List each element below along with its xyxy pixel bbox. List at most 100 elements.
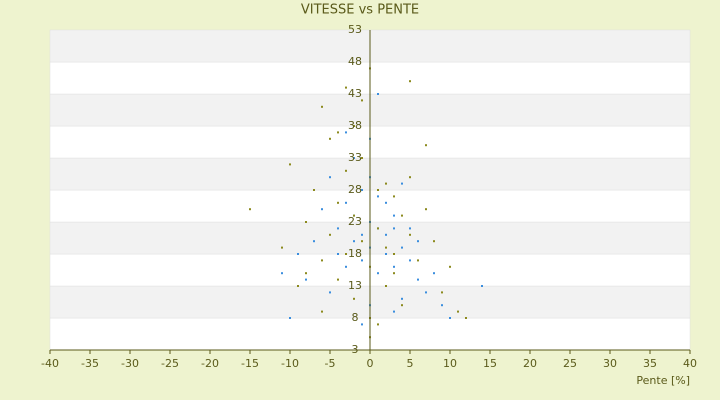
point [449, 317, 451, 319]
point [281, 272, 283, 275]
y-tick-label: 48 [348, 55, 362, 68]
point [401, 304, 403, 307]
point [289, 163, 291, 166]
point [385, 233, 387, 236]
point [281, 246, 283, 249]
point [385, 285, 387, 287]
point [305, 278, 307, 281]
point [297, 285, 299, 287]
point [433, 272, 435, 275]
x-tick-label: -20 [201, 357, 219, 370]
point [345, 253, 347, 255]
x-tick-label: 40 [683, 357, 697, 370]
point [337, 201, 339, 204]
point [361, 259, 363, 262]
point [385, 182, 387, 185]
point [329, 176, 331, 179]
point [409, 176, 411, 179]
y-tick-label: 8 [352, 311, 359, 324]
point [345, 201, 347, 204]
y-tick-label: 13 [348, 279, 362, 292]
x-tick-label: 20 [523, 357, 537, 370]
y-tick-label: 53 [348, 23, 362, 36]
point [329, 291, 331, 294]
point [377, 189, 379, 191]
point [289, 317, 291, 319]
point [457, 310, 459, 313]
point [385, 201, 387, 204]
point [321, 259, 323, 262]
point [329, 233, 331, 236]
x-tick-label: 5 [407, 357, 414, 370]
point [361, 189, 363, 191]
point [409, 259, 411, 262]
point [393, 310, 395, 313]
x-tick-label: -5 [325, 357, 336, 370]
x-axis-title: Pente [%] [636, 374, 690, 387]
point [385, 246, 387, 249]
point [361, 233, 363, 236]
point [345, 86, 347, 89]
x-tick-label: -15 [241, 357, 259, 370]
x-tick-label: -25 [161, 357, 179, 370]
x-tick-label: -10 [281, 357, 299, 370]
point [425, 291, 427, 294]
point [401, 214, 403, 217]
point [353, 157, 355, 159]
point [337, 278, 339, 281]
point [441, 291, 443, 294]
point [393, 265, 395, 268]
point [481, 285, 483, 287]
point [305, 272, 307, 275]
point [441, 304, 443, 307]
point [345, 169, 347, 172]
point [377, 272, 379, 275]
y-tick-label: 23 [348, 215, 362, 228]
point [417, 240, 419, 243]
y-tick-label: 38 [348, 119, 362, 132]
point [361, 99, 363, 102]
y-tick-label: 3 [352, 343, 359, 356]
point [337, 227, 339, 230]
point [401, 182, 403, 185]
point [465, 317, 467, 319]
point [361, 240, 363, 243]
point [313, 240, 315, 243]
point [313, 189, 315, 191]
x-tick-label: -30 [121, 357, 139, 370]
point [345, 131, 347, 134]
point [337, 253, 339, 255]
x-tick-label: -35 [81, 357, 99, 370]
x-tick-label: 30 [603, 357, 617, 370]
point [449, 265, 451, 268]
x-tick-label: -40 [41, 357, 59, 370]
point [417, 278, 419, 281]
point [377, 227, 379, 230]
point [401, 297, 403, 300]
y-tick-label: 43 [348, 87, 362, 100]
x-tick-label: 35 [643, 357, 657, 370]
point [377, 323, 379, 326]
x-tick-label: 15 [483, 357, 497, 370]
chart-title: VITESSE vs PENTE [301, 3, 419, 18]
x-tick-label: 10 [443, 357, 457, 370]
point [393, 272, 395, 275]
point [329, 137, 331, 140]
point [393, 253, 395, 255]
point [337, 131, 339, 134]
point [361, 157, 363, 159]
y-tick-label: 33 [348, 151, 362, 164]
point [401, 246, 403, 249]
point [409, 227, 411, 230]
point [297, 253, 299, 255]
point [353, 240, 355, 243]
point [417, 259, 419, 262]
point [321, 208, 323, 211]
x-tick-label: 0 [367, 357, 374, 370]
point [353, 297, 355, 300]
point [353, 125, 355, 127]
point [425, 208, 427, 211]
point [353, 214, 355, 217]
